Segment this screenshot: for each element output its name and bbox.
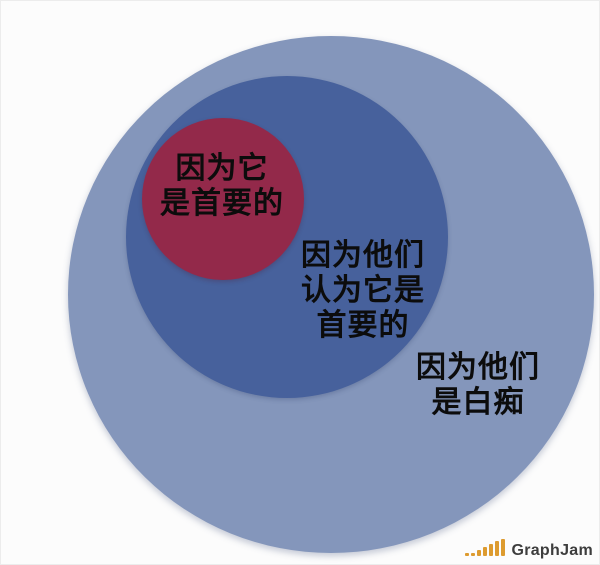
bar-icon-segment [477, 550, 482, 556]
inner-circle [142, 118, 304, 280]
middle-label-line-3: 首要的 [316, 309, 410, 342]
bar-icon-segment [495, 541, 500, 556]
inner-label-line-1: 因为它 [175, 152, 269, 185]
bar-icon-segment [489, 544, 494, 556]
graphjam-watermark: GraphJam [465, 539, 593, 560]
middle-circle-label: 因为他们 认为它是 首要的 [253, 238, 473, 343]
middle-label-line-2: 认为它是 [301, 274, 425, 307]
inner-label-line-2: 是首要的 [160, 187, 284, 220]
bar-icon-segment [501, 539, 506, 556]
bar-icon-segment [483, 547, 488, 556]
bar-icon-segment [471, 553, 476, 556]
bar-icon-segment [465, 553, 470, 556]
graphjam-wordmark: GraphJam [511, 542, 593, 559]
bar-chart-icon [465, 539, 506, 560]
inner-circle-label: 因为它 是首要的 [112, 151, 332, 221]
outer-circle-label: 因为他们 是白痴 [368, 350, 588, 420]
outer-label-line-2: 是白痴 [431, 386, 525, 419]
outer-label-line-1: 因为他们 [416, 351, 540, 384]
middle-label-line-1: 因为他们 [301, 239, 425, 272]
